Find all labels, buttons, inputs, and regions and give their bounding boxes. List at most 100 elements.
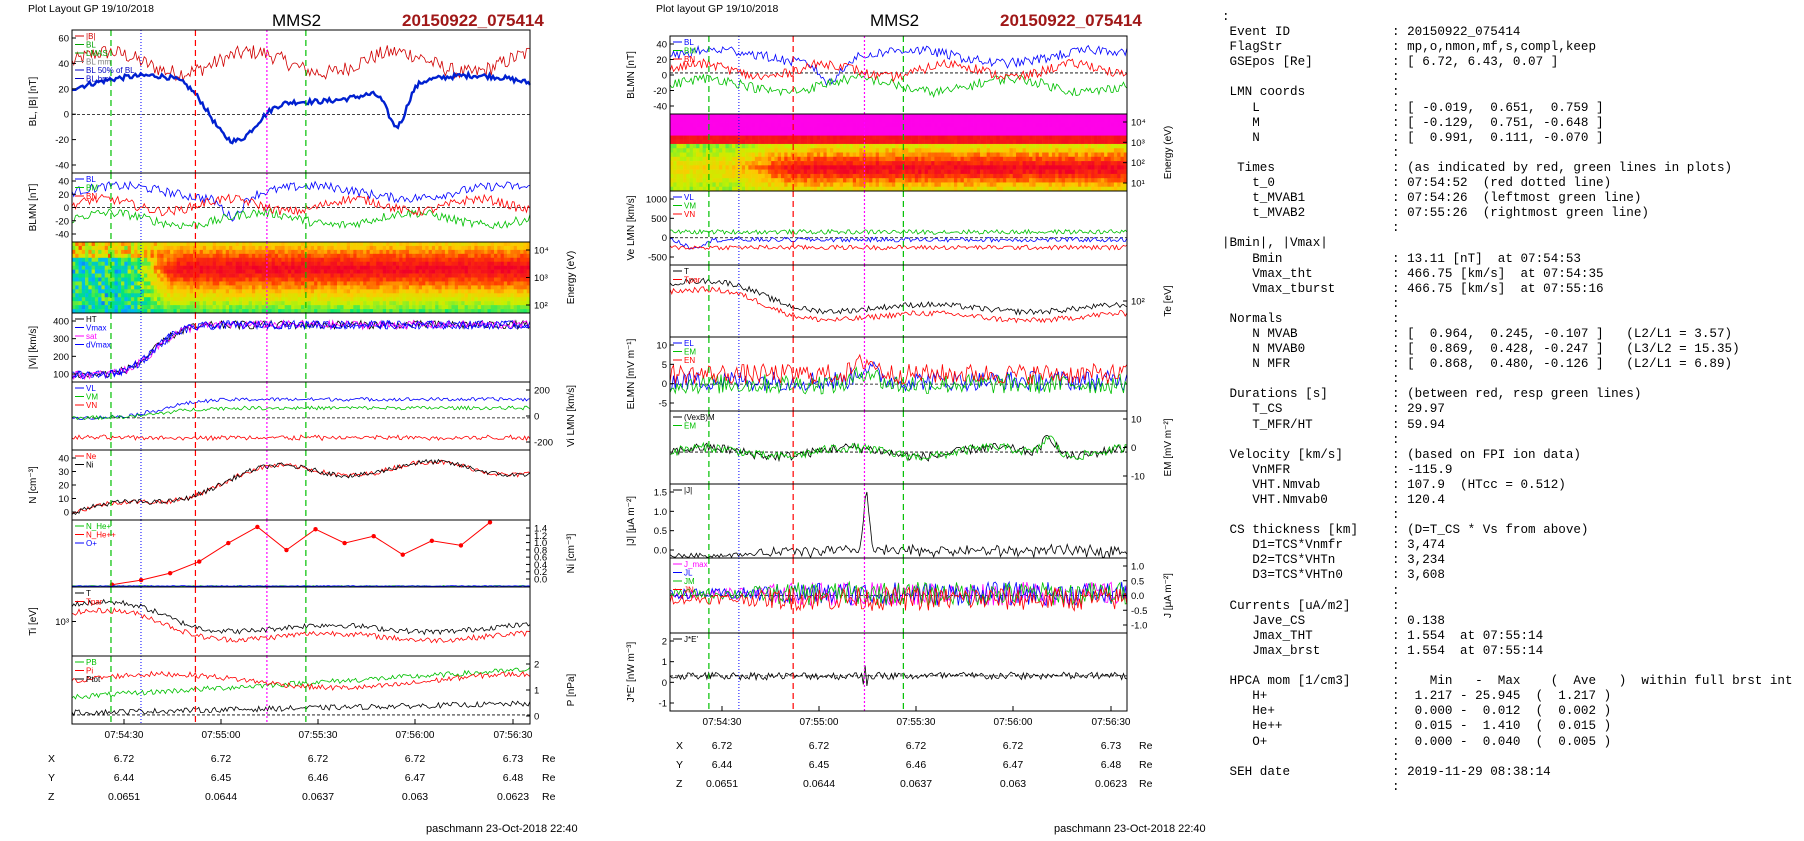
spectrogram-cell — [199, 305, 204, 310]
spectrogram-cell — [1016, 182, 1020, 188]
spectrogram-cell — [725, 135, 730, 140]
spectrogram-cell — [392, 293, 397, 298]
spectrogram-cell — [777, 156, 782, 162]
spectrogram-cell — [291, 273, 295, 278]
spectrogram-cell — [689, 143, 694, 149]
spectrogram-cell — [278, 242, 282, 247]
spectrogram-cell — [696, 182, 700, 188]
spectrogram-cell — [104, 309, 109, 314]
spectrogram-cell — [823, 156, 827, 162]
spectrogram-cell — [953, 169, 958, 175]
spectrogram-cell — [369, 305, 374, 310]
spectrogram-cell — [500, 245, 505, 251]
spectrogram-cell — [330, 281, 335, 286]
spectrogram-cell — [477, 269, 482, 274]
spectrogram-cell — [114, 293, 119, 298]
spectrogram-cell — [738, 139, 743, 145]
spectrogram-cell — [780, 182, 785, 188]
spectrogram-cell — [150, 242, 155, 247]
spectrogram-cell — [98, 297, 102, 302]
spectrogram-cell — [973, 165, 978, 170]
spectrogram-cell — [170, 249, 174, 255]
spectrogram-cell — [686, 139, 690, 145]
spectrogram-cell — [767, 139, 772, 145]
spectrogram-cell — [670, 143, 674, 149]
spectrogram-cell — [389, 265, 393, 270]
spectrogram-cell — [872, 135, 876, 140]
spectrogram-cell — [225, 245, 230, 251]
spectrogram-cell — [764, 135, 769, 140]
spectrogram-cell — [944, 152, 948, 158]
spectrogram-cell — [405, 293, 410, 298]
spectrogram-cell — [516, 249, 521, 255]
spectrogram-cell — [816, 135, 821, 140]
spectrogram-cell — [999, 148, 1004, 153]
spectrogram-cell — [484, 293, 488, 298]
spectrogram-cell — [124, 261, 128, 266]
spectrogram-cell — [1029, 169, 1033, 175]
spectrogram-cell — [1009, 143, 1014, 149]
spectrogram-cell — [692, 135, 697, 140]
spectrogram-cell — [725, 161, 730, 166]
spectrogram-cell — [294, 285, 299, 290]
spectrogram-cell — [107, 242, 112, 247]
spectrogram-cell — [441, 257, 446, 263]
axis-label: Ti [eV] — [28, 607, 39, 636]
spectrogram-cell — [111, 261, 115, 266]
spectrogram-cell — [179, 257, 184, 263]
spectrogram-cell — [696, 139, 700, 145]
spectrogram-cell — [363, 277, 367, 282]
spectrogram-cell — [395, 261, 400, 266]
spectrogram-cell — [823, 169, 827, 175]
spectrogram-cell — [117, 285, 122, 290]
spectrogram-cell — [692, 169, 697, 175]
spectrogram-cell — [484, 297, 488, 302]
spectrogram-cell — [268, 301, 272, 306]
spectrogram-cell — [431, 269, 436, 274]
spectrogram-cell — [751, 178, 756, 183]
spectrogram-cell — [676, 173, 681, 179]
time-tick-label: 07:55:30 — [299, 730, 338, 741]
spectrogram-cell — [166, 293, 171, 298]
spectrogram-cell — [497, 293, 501, 298]
axis-label: N [cm⁻³] — [28, 466, 39, 504]
spectrogram-cell — [960, 169, 965, 175]
spacecraft-label: MMS2 — [272, 11, 321, 30]
spectrogram-cell — [820, 148, 824, 153]
spectrogram-cell — [679, 156, 684, 162]
spectrogram-cell — [189, 277, 194, 282]
spectrogram-cell — [183, 249, 187, 255]
spectrogram-cell — [78, 253, 83, 259]
tick-label: -20 — [653, 86, 667, 97]
spectrogram-cell — [389, 253, 393, 259]
spectrogram-cell — [422, 297, 426, 302]
spectrogram-cell — [477, 293, 482, 298]
spectrogram-cell — [199, 245, 204, 251]
spectrogram-cell — [307, 297, 312, 302]
spectrogram-cell — [392, 265, 397, 270]
spectrogram-cell — [833, 139, 837, 145]
spectrogram-cell — [1019, 148, 1023, 153]
spectrogram-cell — [523, 305, 528, 310]
spectrogram-cell — [425, 285, 429, 290]
spectrogram-cell — [320, 253, 325, 259]
spectrogram-cell — [314, 245, 318, 251]
spectrogram-cell — [702, 143, 707, 149]
spectrogram-cell — [751, 152, 756, 158]
spectrogram-cell — [490, 305, 495, 310]
spectrogram-cell — [395, 293, 400, 298]
spectrogram-cell — [255, 261, 259, 266]
spectrogram-cell — [153, 273, 158, 278]
spectrogram-cell — [117, 305, 122, 310]
spectrogram-cell — [705, 165, 710, 170]
spectrogram-cell — [516, 245, 521, 251]
spectrogram-cell — [761, 182, 765, 188]
spectrogram-cell — [127, 305, 132, 310]
spectrogram-cell — [497, 253, 501, 259]
spectrogram-cell — [862, 135, 867, 140]
spectrogram-cell — [369, 289, 374, 294]
spectrogram-cell — [931, 135, 935, 140]
spectrogram-cell — [248, 281, 253, 286]
spectrogram-cell — [363, 309, 367, 314]
spectrogram-cell — [497, 242, 501, 247]
